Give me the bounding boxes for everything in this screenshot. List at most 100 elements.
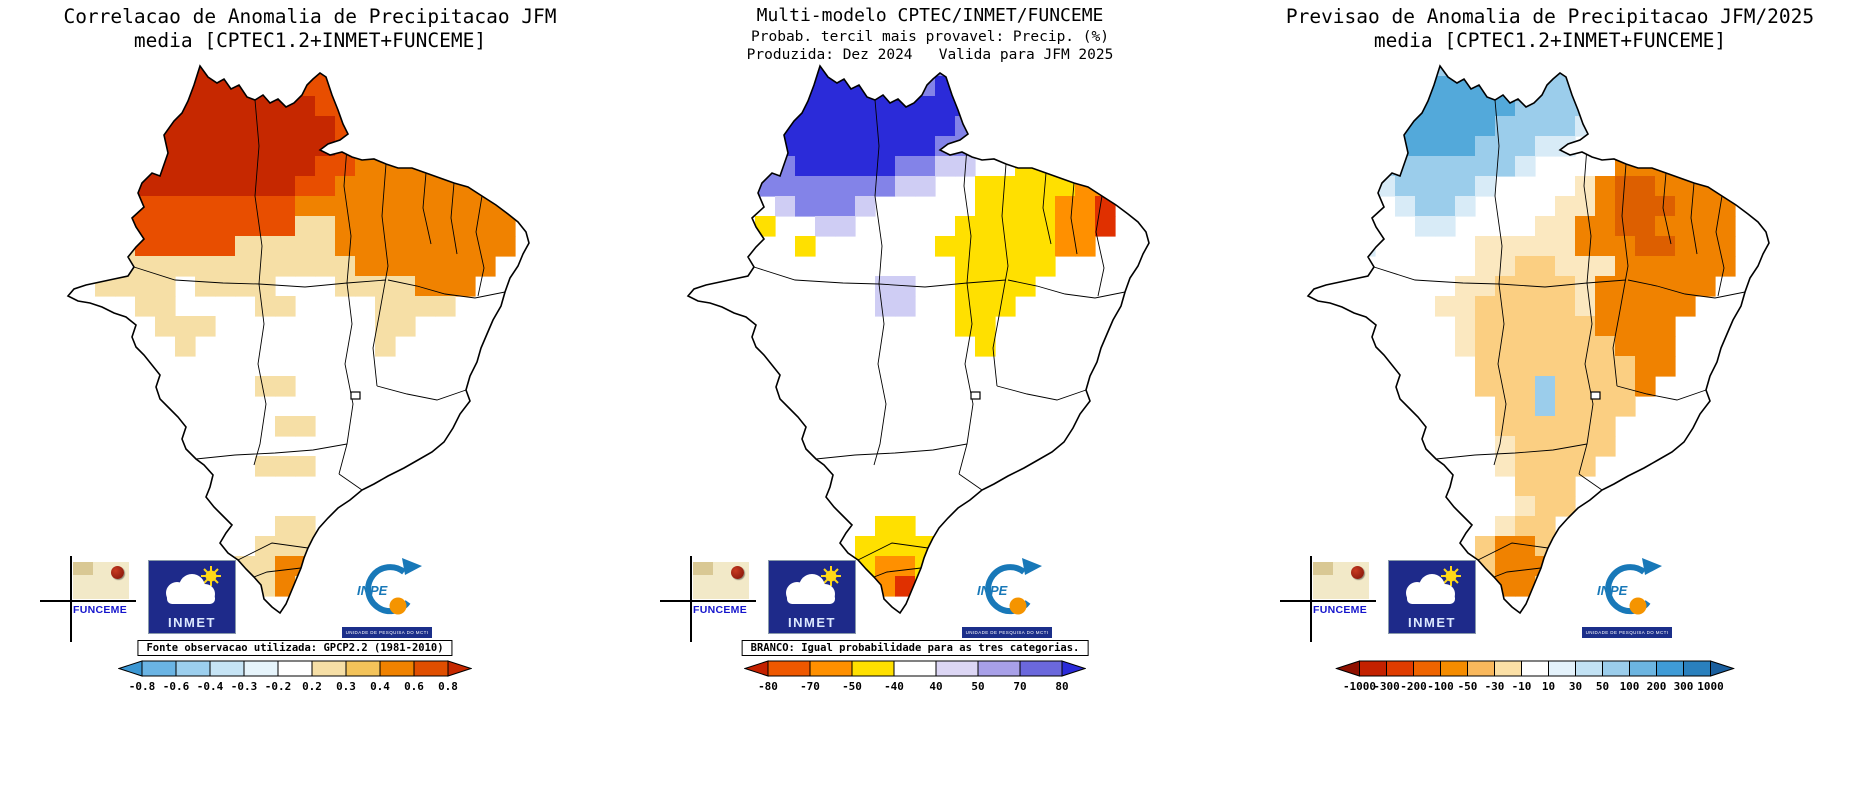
colorbar-anomaly: -1000-300 -200 -100 -50 -30 -10 10 30 50 100 200 30… [1335,660,1735,693]
globe-arrow-icon [985,558,1042,615]
crosshair-axis-icon [40,600,136,602]
colorbar-segment [1656,660,1684,677]
colorbar-arrow [1335,660,1360,677]
colorbar-segment [1494,660,1522,677]
colorbar-tick-label: -0.8 [129,680,156,693]
colorbar-segment [1602,660,1630,677]
colorbar-segment [413,660,449,677]
colorbar-segment [851,660,895,677]
crosshair-axis-icon [1280,600,1376,602]
colorbar-segment [1467,660,1495,677]
panel-anomaly-forecast: Previsao de Anomalia de Precipitacao JFM… [1240,0,1860,802]
colorbar-tick-label: 0.4 [370,680,390,693]
colorbar-tick-label: 70 [1013,680,1026,693]
state-borders [1373,99,1746,578]
sphere-icon [111,566,124,579]
colorbar-tick-label: 30 [1569,680,1582,693]
data-grid [695,66,1116,597]
colorbar-tick-label: -50 [842,680,862,693]
colorbar-tick-label: -0.4 [197,680,224,693]
funceme-logo: FUNCEME [1280,556,1376,642]
colorbar-tick-label: -100 [1427,680,1454,693]
colorbar-segment [345,660,381,677]
colorbar-caption: BRANCO: Igual probabilidade para as tres… [741,636,1089,656]
brazil-map-probability [686,64,1150,615]
inpe-label: INPE [977,583,1008,598]
colorbar-tick-label: -80 [758,680,778,693]
colorbar-tick-label: 200 [1647,680,1667,693]
colorbar-tick-label: -200 [1400,680,1427,693]
colorbar-segment [141,660,177,677]
colorbar-tick-label: 50 [1596,680,1609,693]
colorbar-segment [1683,660,1711,677]
colorbar-segment [175,660,211,677]
cloud-sun-icon [1406,566,1461,604]
colorbar-correlation: -0.8 -0.6 -0.4 -0.3 -0.2 0.2 0.3 0.4 0.6 0.8 [118,660,472,693]
colorbar-tick-label: 1000 [1697,680,1724,693]
colorbar-tick-label: -30 [1485,680,1505,693]
cloud-sun-icon [786,566,841,604]
state-borders [133,99,506,578]
colorbar-segment [767,660,811,677]
colorbar-tick-label: 0.3 [336,680,356,693]
inmet-label: INMET [1408,615,1456,630]
colorbar-segment [243,660,279,677]
colorbar-tick-label: -40 [884,680,904,693]
inpe-logo: INPE UNIDADE DE PESQUISA DO MCTI [342,558,432,638]
colorbar-segment [277,660,313,677]
colorbar-tick-label: -0.6 [163,680,190,693]
colorbar-probability: -80 -70 -50 -40 40 50 70 80 [744,660,1086,693]
sphere-icon [731,566,744,579]
panel-correlation: Correlacao de Anomalia de Precipitacao J… [0,0,620,802]
funceme-label: FUNCEME [693,604,748,616]
colorbar-arrow [1710,660,1735,677]
inpe-label: INPE [357,583,388,598]
panel-title: Multi-modelo CPTEC/INMET/FUNCEME Probab.… [620,5,1240,65]
state-borders [753,99,1126,578]
colorbar-tick-label: 0.8 [438,680,458,693]
panel-probability: Multi-modelo CPTEC/INMET/FUNCEME Probab.… [620,0,1240,802]
colorbar-arrow [447,660,472,677]
colorbar-segment [1359,660,1387,677]
colorbar-arrow [118,660,143,677]
df-marker [350,391,361,400]
colorbar-segment [1413,660,1441,677]
funceme-logo: FUNCEME [40,556,136,642]
crosshair-axis-icon [70,556,72,642]
data-grid [68,66,516,597]
panel-title-line: Multi-modelo CPTEC/INMET/FUNCEME [756,5,1104,26]
colorbar-segment [1629,660,1657,677]
colorbar-tick-label: 40 [929,680,942,693]
inpe-strip-text: UNIDADE DE PESQUISA DO MCTI [962,627,1052,638]
colorbar-tick-label: -300 [1373,680,1400,693]
colorbar-tick-label: -10 [1512,680,1532,693]
colorbar-tick-label: 300 [1674,680,1694,693]
panel-title-line: Correlacao de Anomalia de Precipitacao J… [63,5,557,28]
inpe-logo: INPE UNIDADE DE PESQUISA DO MCTI [962,558,1052,638]
panel-title: Previsao de Anomalia de Precipitacao JFM… [1240,5,1860,54]
colorbar-tick-label: -0.3 [231,680,258,693]
colorbar-segment [935,660,979,677]
inpe-label: INPE [1597,583,1628,598]
crosshair-axis-icon [1310,556,1312,642]
colorbar-segment [1575,660,1603,677]
colorbar-segment [1521,660,1549,677]
colorbar-segment [1548,660,1576,677]
colorbar-tick-label: -70 [800,680,820,693]
brazil-map-anomaly [1306,64,1770,615]
globe-arrow-icon [365,558,422,615]
inpe-strip-text: UNIDADE DE PESQUISA DO MCTI [342,627,432,638]
inmet-label: INMET [788,615,836,630]
colorbar-segment [977,660,1021,677]
colorbar-arrow [1061,660,1086,677]
colorbar-tick-label: 50 [971,680,984,693]
panel-title: Correlacao de Anomalia de Precipitacao J… [0,5,620,54]
df-marker [970,391,981,400]
colorbar-segment [1019,660,1063,677]
funceme-logo: FUNCEME [660,556,756,642]
colorbar-tick-label: -50 [1458,680,1478,693]
df-marker [1590,391,1601,400]
inpe-strip-text: UNIDADE DE PESQUISA DO MCTI [1582,627,1672,638]
colorbar-segment [1440,660,1468,677]
crosshair-axis-icon [690,556,692,642]
